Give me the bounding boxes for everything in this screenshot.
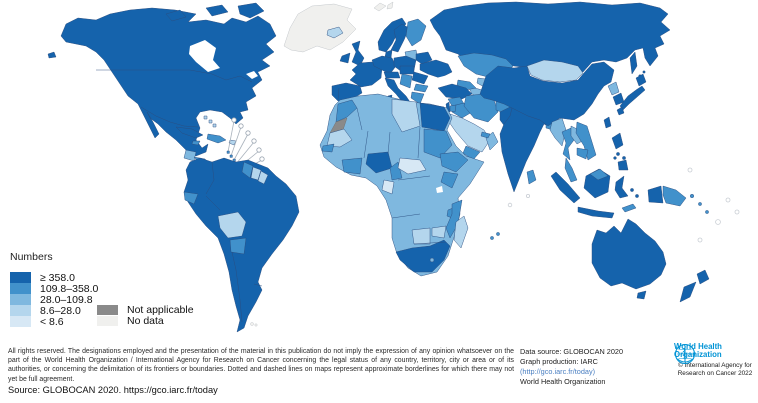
not-applicable-swatch: [97, 304, 118, 315]
layer-south-america: [183, 157, 300, 333]
credits-link[interactable]: (http://gco.iarc.fr/today): [520, 367, 596, 377]
credits-data-source: Data source: GLOBOCAN 2020: [520, 347, 624, 356]
layer-small-islands: [490, 167, 740, 243]
legend-class-row: 28.0–109.8: [10, 293, 98, 306]
layer-africa: [319, 93, 485, 277]
special-legend: Not applicable No data: [97, 303, 194, 327]
layer-southeast-asia: [549, 117, 639, 219]
legend-swatch: [10, 272, 31, 283]
no-data-swatch: [97, 315, 118, 326]
who-logo-block: World Health Organization © Internationa…: [674, 342, 756, 378]
layer-caribbean: [175, 115, 265, 173]
credits-block: Data source: GLOBOCAN 2020 Graph product…: [520, 347, 623, 387]
layer-russia: [429, 1, 671, 78]
who-emblem-icon: [674, 343, 696, 365]
legend-class-row: < 8.6: [10, 315, 98, 328]
disclaimer-footnote: All rights reserved. The designations em…: [8, 348, 514, 383]
legend-class-label: ≥ 358.0: [40, 271, 75, 284]
no-data-label: No data: [127, 314, 164, 327]
layer-greenland-arctic: [283, 1, 394, 53]
legend-special-row: Not applicable: [97, 303, 194, 316]
legend-class-label: 109.8–358.0: [40, 282, 99, 295]
who-wordmark: World Health Organization: [674, 342, 722, 360]
legend-title: Numbers: [10, 251, 53, 263]
source-line: Source: GLOBOCAN 2020. https://gco.iarc.…: [8, 385, 218, 395]
legend-class-label: < 8.6: [40, 315, 64, 328]
legend-swatch: [10, 305, 31, 316]
legend-swatch: [10, 316, 31, 327]
legend-swatch: [10, 294, 31, 305]
legend-class-label: 8.6–28.0: [40, 304, 81, 317]
layer-north-america: [47, 2, 277, 157]
island-callout-lines: [226, 117, 265, 173]
credits-who: World Health Organization: [520, 377, 606, 387]
not-applicable-label: Not applicable: [127, 303, 194, 316]
iarc-copyright: © International Agency for Research on C…: [677, 362, 753, 378]
legend-class-row: ≥ 358.0: [10, 271, 98, 284]
choropleth-legend: Numbers ≥ 358.0 109.8–358.0 28.0–109.8 8…: [10, 251, 99, 328]
legend-class-row: 8.6–28.0: [10, 304, 98, 317]
legend-special-row: No data: [97, 314, 194, 327]
credits-graph-production: Graph production: IARC: [520, 357, 598, 367]
layer-oceania: [591, 185, 710, 303]
legend-class-label: 28.0–109.8: [40, 293, 93, 306]
layer-east-asia: [479, 59, 647, 129]
legend-swatch: [10, 283, 31, 294]
legend-class-row: 109.8–358.0: [10, 282, 99, 295]
